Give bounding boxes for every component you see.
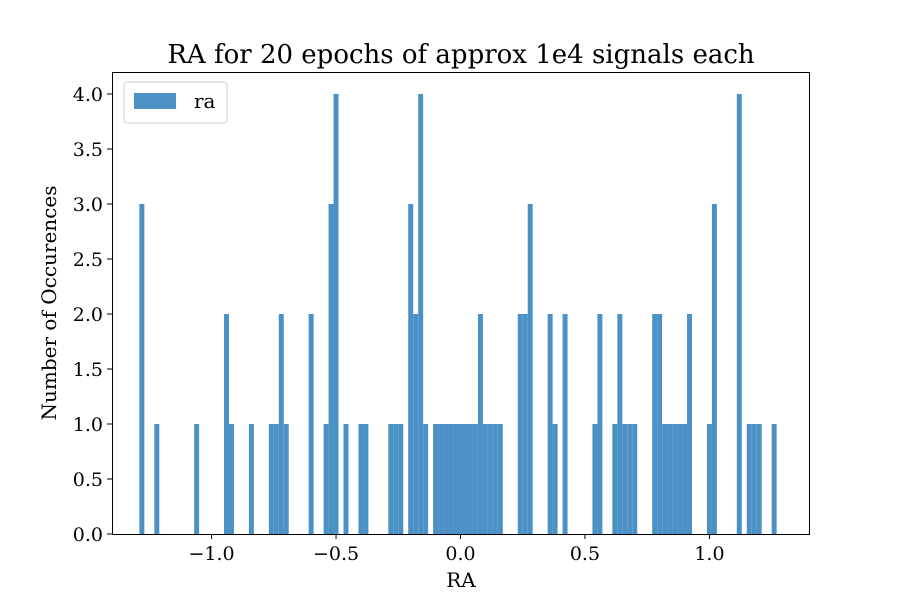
bars-group [139, 94, 777, 534]
histogram-bar-22 [418, 94, 424, 534]
histogram-bar-23 [423, 424, 429, 534]
histogram-bar-0 [139, 204, 145, 534]
histogram-bar-29 [458, 424, 463, 534]
histogram-bar-15 [358, 424, 364, 534]
histogram-bar-33 [477, 314, 483, 534]
histogram-bar-7 [273, 424, 279, 534]
histogram-bar-11 [323, 424, 329, 534]
histogram-bar-8 [278, 314, 284, 534]
histogram-bar-21 [413, 314, 419, 534]
histogram-bar-28 [453, 424, 459, 534]
histogram-bar-42 [552, 424, 558, 534]
x-tick-label-4: 1.0 [694, 543, 724, 565]
y-tick-label-1: 0.5 [73, 469, 103, 491]
histogram-bar-61 [736, 94, 742, 534]
histogram-bar-3 [224, 314, 229, 534]
histogram-bar-35 [487, 424, 493, 534]
histogram-bar-64 [756, 424, 762, 534]
x-tick-label-3: 0.5 [570, 543, 600, 565]
histogram-bar-25 [438, 424, 444, 534]
y-tick-label-5: 2.5 [73, 249, 103, 271]
legend: ra [123, 81, 228, 124]
histogram-bar-6 [268, 424, 274, 534]
histogram-bar-39 [522, 314, 528, 534]
histogram-bar-41 [547, 314, 553, 534]
histogram-bar-53 [662, 424, 668, 534]
histogram-bar-59 [706, 424, 712, 534]
histogram-bar-17 [388, 424, 394, 534]
histogram-bar-46 [612, 424, 618, 534]
histogram-bar-49 [627, 424, 633, 534]
histogram-bar-50 [632, 424, 638, 534]
histogram-bar-38 [517, 314, 523, 534]
histogram-bar-9 [283, 424, 289, 534]
chart-title: RA for 20 epochs of approx 1e4 signals e… [167, 40, 755, 70]
histogram-bar-55 [672, 424, 678, 534]
histogram-bar-62 [746, 424, 752, 534]
y-tick-label-8: 4.0 [73, 84, 103, 106]
x-axis-label: RA [446, 568, 476, 592]
histogram-bar-18 [393, 424, 399, 534]
histogram-bar-12 [328, 204, 334, 534]
histogram-bar-26 [443, 424, 449, 534]
histogram-bar-31 [467, 424, 473, 534]
x-tick-label-2: 0.0 [445, 543, 475, 565]
histogram-bar-54 [667, 424, 673, 534]
x-tick-label-0: −1.0 [189, 543, 235, 565]
x-axis-ticks: −1.0 −0.5 0.0 0.5 1.0 [189, 534, 725, 565]
legend-label-ra: ra [194, 89, 216, 113]
y-tick-label-7: 3.5 [73, 139, 103, 161]
histogram-bar-14 [343, 424, 349, 534]
y-tick-label-2: 1.0 [73, 414, 103, 436]
histogram-bar-2 [194, 424, 200, 534]
histogram-bar-63 [751, 424, 757, 534]
histogram-bar-60 [711, 204, 717, 534]
histogram-bar-32 [472, 424, 478, 534]
histogram-bar-48 [622, 424, 628, 534]
y-axis-label: Number of Occurences [37, 186, 61, 421]
histogram-bar-45 [597, 314, 603, 534]
histogram-bar-1 [154, 424, 160, 534]
histogram-bar-30 [462, 424, 468, 534]
histogram-bar-52 [657, 314, 663, 534]
histogram-bar-40 [527, 204, 533, 534]
x-tick-label-1: −0.5 [313, 543, 359, 565]
histogram-bar-16 [363, 424, 369, 534]
histogram-bar-43 [562, 314, 568, 534]
histogram-bar-36 [492, 424, 498, 534]
histogram-bar-13 [333, 94, 339, 534]
histogram-bar-20 [408, 204, 414, 534]
histogram-bar-51 [652, 314, 658, 534]
histogram-bar-65 [771, 424, 777, 534]
histogram-bar-44 [592, 424, 598, 534]
histogram-bar-37 [497, 424, 503, 534]
histogram-bar-4 [229, 424, 234, 534]
histogram-bar-47 [617, 314, 623, 534]
histogram-bar-27 [448, 424, 454, 534]
y-axis-ticks: 0.0 0.5 1.0 1.5 2.0 2.5 3.0 3.5 4.0 [73, 84, 112, 546]
y-tick-label-6: 3.0 [73, 194, 103, 216]
legend-swatch-ra [134, 93, 176, 109]
histogram-bar-56 [677, 424, 683, 534]
y-tick-label-4: 2.0 [73, 304, 103, 326]
histogram-bar-24 [433, 424, 439, 534]
histogram-bar-34 [482, 424, 488, 534]
histogram-bar-58 [687, 314, 693, 534]
histogram-bar-5 [248, 424, 254, 534]
histogram-bar-19 [398, 424, 404, 534]
y-tick-label-0: 0.0 [73, 524, 103, 546]
y-tick-label-3: 1.5 [73, 359, 103, 381]
histogram-bar-10 [308, 314, 314, 534]
histogram-bar-57 [682, 424, 688, 534]
